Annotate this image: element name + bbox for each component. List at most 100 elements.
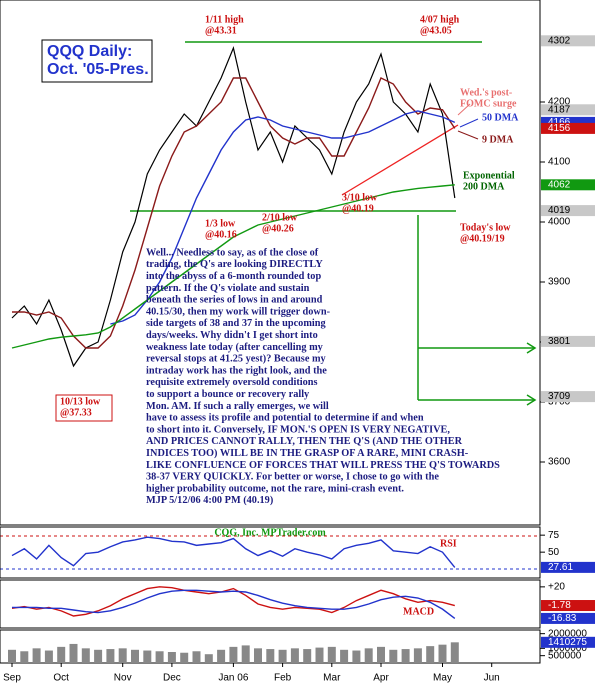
volume-bar <box>266 649 275 663</box>
y-tick-label: 75 <box>548 530 560 541</box>
annotation-box <box>55 394 113 422</box>
volume-bar <box>167 652 176 663</box>
panel-frame <box>0 579 541 629</box>
annotation: 1/11 high <box>205 14 244 25</box>
price-tag <box>541 561 595 573</box>
annotation: @40.16 <box>205 229 237 240</box>
y-tick-label: 50 <box>548 547 560 558</box>
commentary-line: MJP 5/12/06 4:00 PM (40.19) <box>146 495 273 506</box>
x-tick-label: Oct <box>53 673 69 684</box>
arrow-head <box>526 394 537 406</box>
y-tick-label: 4100 <box>548 157 571 168</box>
y-tick-label: 4000 <box>548 217 571 228</box>
chart-title: Oct. '05-Pres. <box>47 61 149 78</box>
volume-bar <box>315 647 324 663</box>
commentary-line: Mon. AM. If such a rally emerges, we wil… <box>146 401 329 412</box>
guides <box>130 41 537 406</box>
commentary-line: pattern. If the Q's violate and sustain <box>146 283 310 294</box>
price-tag-label: 27.61 <box>548 562 573 573</box>
y-tick-label: 3900 <box>548 277 571 288</box>
volume-bar <box>303 649 312 663</box>
price-tag-label: 4166 <box>548 117 571 128</box>
volume-bar <box>438 644 447 663</box>
commentary-line: Well... Needless to say, as of the close… <box>146 247 319 258</box>
volume-bar <box>204 654 213 663</box>
price-tag <box>541 636 595 648</box>
volume-bar <box>20 651 29 663</box>
price-tag-label: 4019 <box>548 205 571 216</box>
series-line <box>12 77 456 349</box>
y-tick-label: 2000000 <box>548 628 587 639</box>
volume-bar <box>241 645 250 663</box>
commentary-line: intraday work has the right look, and th… <box>146 365 327 376</box>
commentary-line: to support a bounce or recovery rally <box>146 389 310 400</box>
annotation: 50 DMA <box>482 112 519 123</box>
volume-bar <box>254 648 262 663</box>
annotation: @43.31 <box>205 25 237 36</box>
volume-bar <box>364 648 373 663</box>
commentary-line: LIKE CONFLUENCE OF FORCES THAT WILL PRES… <box>146 460 500 471</box>
price-tag-label: 1410275 <box>548 637 587 648</box>
price-tag-label: 3801 <box>548 336 571 347</box>
volume-bar <box>143 650 152 663</box>
x-tick-label: May <box>433 673 452 684</box>
volume-bar <box>352 650 361 663</box>
x-tick-label: Jan 06 <box>218 673 248 684</box>
trendline <box>341 124 459 196</box>
volume-bar <box>8 649 16 663</box>
price-tag <box>541 600 595 612</box>
series-line <box>11 536 456 568</box>
price-tag-label: 3709 <box>548 391 571 402</box>
volume-bar <box>377 646 385 663</box>
price-tag <box>541 116 595 128</box>
y-tick-label: 3700 <box>548 397 571 408</box>
volume-bar <box>94 649 103 663</box>
annotation: Wed.'s post- <box>460 87 512 98</box>
price-tag-label: -16.83 <box>548 613 577 624</box>
annotation: @40.19 <box>342 203 374 214</box>
y-tick-label: 500000 <box>548 650 582 661</box>
arrow-head <box>526 342 537 354</box>
volume-bar <box>278 649 287 663</box>
annotation: 3/10 low <box>342 192 378 203</box>
commentary-line: trading, the Q's are looking DIRECTLY <box>146 259 323 270</box>
commentary-line: reversal stops at 41.25 yest)? Because m… <box>146 354 327 365</box>
annotation: @37.33 <box>60 407 92 418</box>
panel-label: RSI <box>440 538 457 549</box>
annotation: 2/10 low <box>262 212 298 223</box>
volume-bar <box>290 648 299 663</box>
price-tag <box>541 35 595 47</box>
volume-bar <box>217 649 226 663</box>
commentary-line: into the abyss of a 6-month rounded top <box>146 271 321 282</box>
commentary-line: beneath the series of lows in and around <box>146 295 323 306</box>
commentary-line: side targets of 38 and 37 in the upcomin… <box>146 318 326 329</box>
volume-bar <box>106 649 115 663</box>
commentary-line: 40.15/30, then my work will trigger down… <box>146 306 331 317</box>
source-label: CQG, Inc. MPTrader.com <box>214 527 326 538</box>
price-tag-label: 4156 <box>548 123 571 134</box>
price-tag-label: -1.78 <box>548 600 571 611</box>
annotation: @40.26 <box>262 223 294 234</box>
annotation: @40.19/19 <box>460 233 505 244</box>
commentary-line: higher probability outcome, not the rare… <box>146 483 404 494</box>
y-tick-label: +20 <box>548 581 565 592</box>
annotation: Today's low <box>460 222 511 233</box>
volume-bar <box>131 649 139 663</box>
panel-label: MACD <box>403 606 434 617</box>
y-tick-label: 3600 <box>548 457 571 468</box>
annotation: FOMC surge <box>460 98 517 109</box>
annotation: 10/13 low <box>60 396 101 407</box>
price-tag <box>541 205 595 217</box>
commentary-line: requisite extremely oversold conditions <box>146 377 318 388</box>
price-tag <box>541 612 595 624</box>
volume-bar <box>327 646 336 663</box>
x-tick-label: Jun <box>484 673 500 684</box>
volume-bar <box>180 652 189 663</box>
series-line <box>110 110 456 325</box>
price-tag-label: 4187 <box>548 104 571 115</box>
annotation: @43.05 <box>420 25 452 36</box>
price-tag <box>541 122 595 134</box>
series-line <box>11 184 455 349</box>
